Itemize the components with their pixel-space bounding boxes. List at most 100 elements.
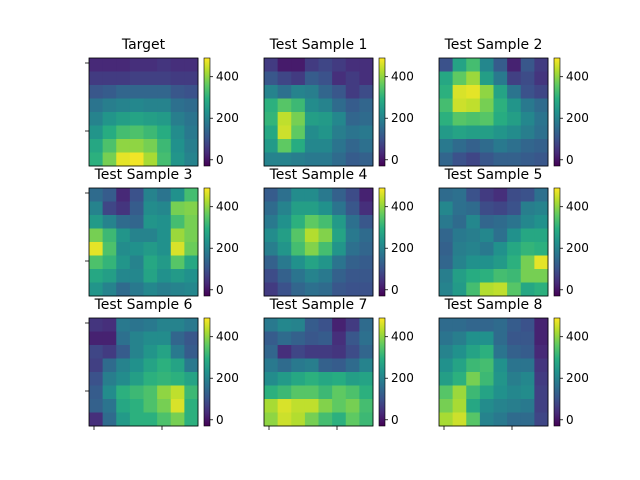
heatmap-cell xyxy=(345,372,360,386)
panel-title: Test Sample 7 xyxy=(269,297,368,313)
heatmap-cell xyxy=(157,152,172,167)
heatmap-cell xyxy=(332,372,347,386)
axes-frame xyxy=(88,57,199,167)
heatmap-cell xyxy=(184,372,199,386)
heatmap-cell xyxy=(345,85,360,99)
panel-title: Test Sample 1 xyxy=(269,37,368,53)
heatmap-cell xyxy=(479,98,494,113)
heatmap-cell xyxy=(304,331,319,346)
heatmap-cell xyxy=(184,255,199,270)
heatmap-cell xyxy=(184,399,199,413)
heatmap-cell xyxy=(184,358,199,373)
heatmap-cell xyxy=(520,345,535,359)
heatmap-cell xyxy=(116,372,131,386)
heatmap-cell xyxy=(89,125,104,140)
heatmap-cell xyxy=(184,215,199,229)
heatmap-cell xyxy=(184,125,199,140)
heatmap-cell xyxy=(466,412,481,427)
heatmap-cell xyxy=(534,58,549,72)
heatmap-cell xyxy=(157,331,172,346)
heatmap-cell xyxy=(102,125,117,140)
panel-2: Test Sample 1 0 200 400 xyxy=(263,37,414,167)
heatmap-cell xyxy=(277,85,292,99)
heatmap-cell xyxy=(264,331,279,346)
heatmap-cell xyxy=(116,228,131,243)
heatmap-cell xyxy=(493,112,508,126)
heatmap-cell xyxy=(507,345,522,359)
heatmap-cell xyxy=(345,358,360,373)
heatmap-cell xyxy=(345,255,360,270)
heatmap-cell xyxy=(89,358,104,373)
heatmap-cell xyxy=(184,331,199,346)
heatmap-cell xyxy=(345,228,360,243)
heatmap-cell xyxy=(466,188,481,202)
heatmap-cell xyxy=(520,125,535,140)
heatmap-cell xyxy=(332,345,347,359)
heatmap-cell xyxy=(466,71,481,86)
heatmap-cell xyxy=(304,228,319,243)
heatmap-cell xyxy=(89,98,104,113)
heatmap-cell xyxy=(507,152,522,167)
heatmap-cell xyxy=(318,58,333,72)
heatmap-cell xyxy=(332,112,347,126)
heatmap-cell xyxy=(116,112,131,126)
heatmap-cell xyxy=(345,71,360,86)
heatmap-cell xyxy=(89,345,104,359)
heatmap-cell xyxy=(277,112,292,126)
heatmap-cell xyxy=(143,228,158,243)
heatmap-cell xyxy=(507,372,522,386)
heatmap-cell xyxy=(304,318,319,332)
heatmap-cell xyxy=(89,228,104,243)
heatmap-cell xyxy=(345,282,360,297)
colorbar-tick-label: 200 xyxy=(391,371,414,385)
heatmap-cell xyxy=(264,201,279,216)
heatmap-cell xyxy=(507,282,522,297)
heatmap-cell xyxy=(89,112,104,126)
heatmap-cell xyxy=(332,139,347,153)
heatmap-cell xyxy=(479,385,494,400)
heatmap-cell xyxy=(264,345,279,359)
heatmap-cell xyxy=(345,125,360,140)
heatmap-cell xyxy=(116,188,131,202)
heatmap-cell xyxy=(452,112,467,126)
heatmap-cell xyxy=(520,71,535,86)
heatmap-cell xyxy=(184,85,199,99)
heatmap-cell xyxy=(332,228,347,243)
heatmap-cell xyxy=(129,399,144,413)
heatmap-cell xyxy=(466,112,481,126)
heatmap-cell xyxy=(359,412,374,427)
heatmap-cell xyxy=(466,98,481,113)
heatmap-cell xyxy=(143,125,158,140)
heatmap-cell xyxy=(507,269,522,283)
heatmap-cell xyxy=(304,71,319,86)
heatmap-cell xyxy=(304,255,319,270)
colorbar-tick-label: 200 xyxy=(216,241,239,255)
colorbar xyxy=(203,317,211,427)
heatmap-cell xyxy=(116,255,131,270)
heatmap-cell xyxy=(304,242,319,256)
heatmap-cell xyxy=(520,372,535,386)
heatmap-cell xyxy=(291,228,306,243)
colorbar xyxy=(203,57,211,167)
heatmap-cell xyxy=(102,201,117,216)
heatmap-cell xyxy=(264,242,279,256)
heatmap-cell xyxy=(304,125,319,140)
heatmap-cell xyxy=(359,255,374,270)
heatmap-cell xyxy=(439,58,454,72)
heatmap-cell xyxy=(520,85,535,99)
colorbar-tick-label: 0 xyxy=(391,283,399,297)
heatmap-cell xyxy=(304,282,319,297)
heatmap-cell xyxy=(304,112,319,126)
heatmap-cell xyxy=(291,139,306,153)
heatmap-cell xyxy=(304,399,319,413)
heatmap-cell xyxy=(479,139,494,153)
colorbar xyxy=(378,57,386,167)
heatmap-cell xyxy=(291,269,306,283)
heatmap-cell xyxy=(264,412,279,427)
panel-7: Test Sample 6 0 200 400 xyxy=(85,297,239,430)
heatmap-cell xyxy=(507,139,522,153)
heatmap-cell xyxy=(291,282,306,297)
heatmap-cell xyxy=(520,201,535,216)
heatmap-cell xyxy=(143,331,158,346)
